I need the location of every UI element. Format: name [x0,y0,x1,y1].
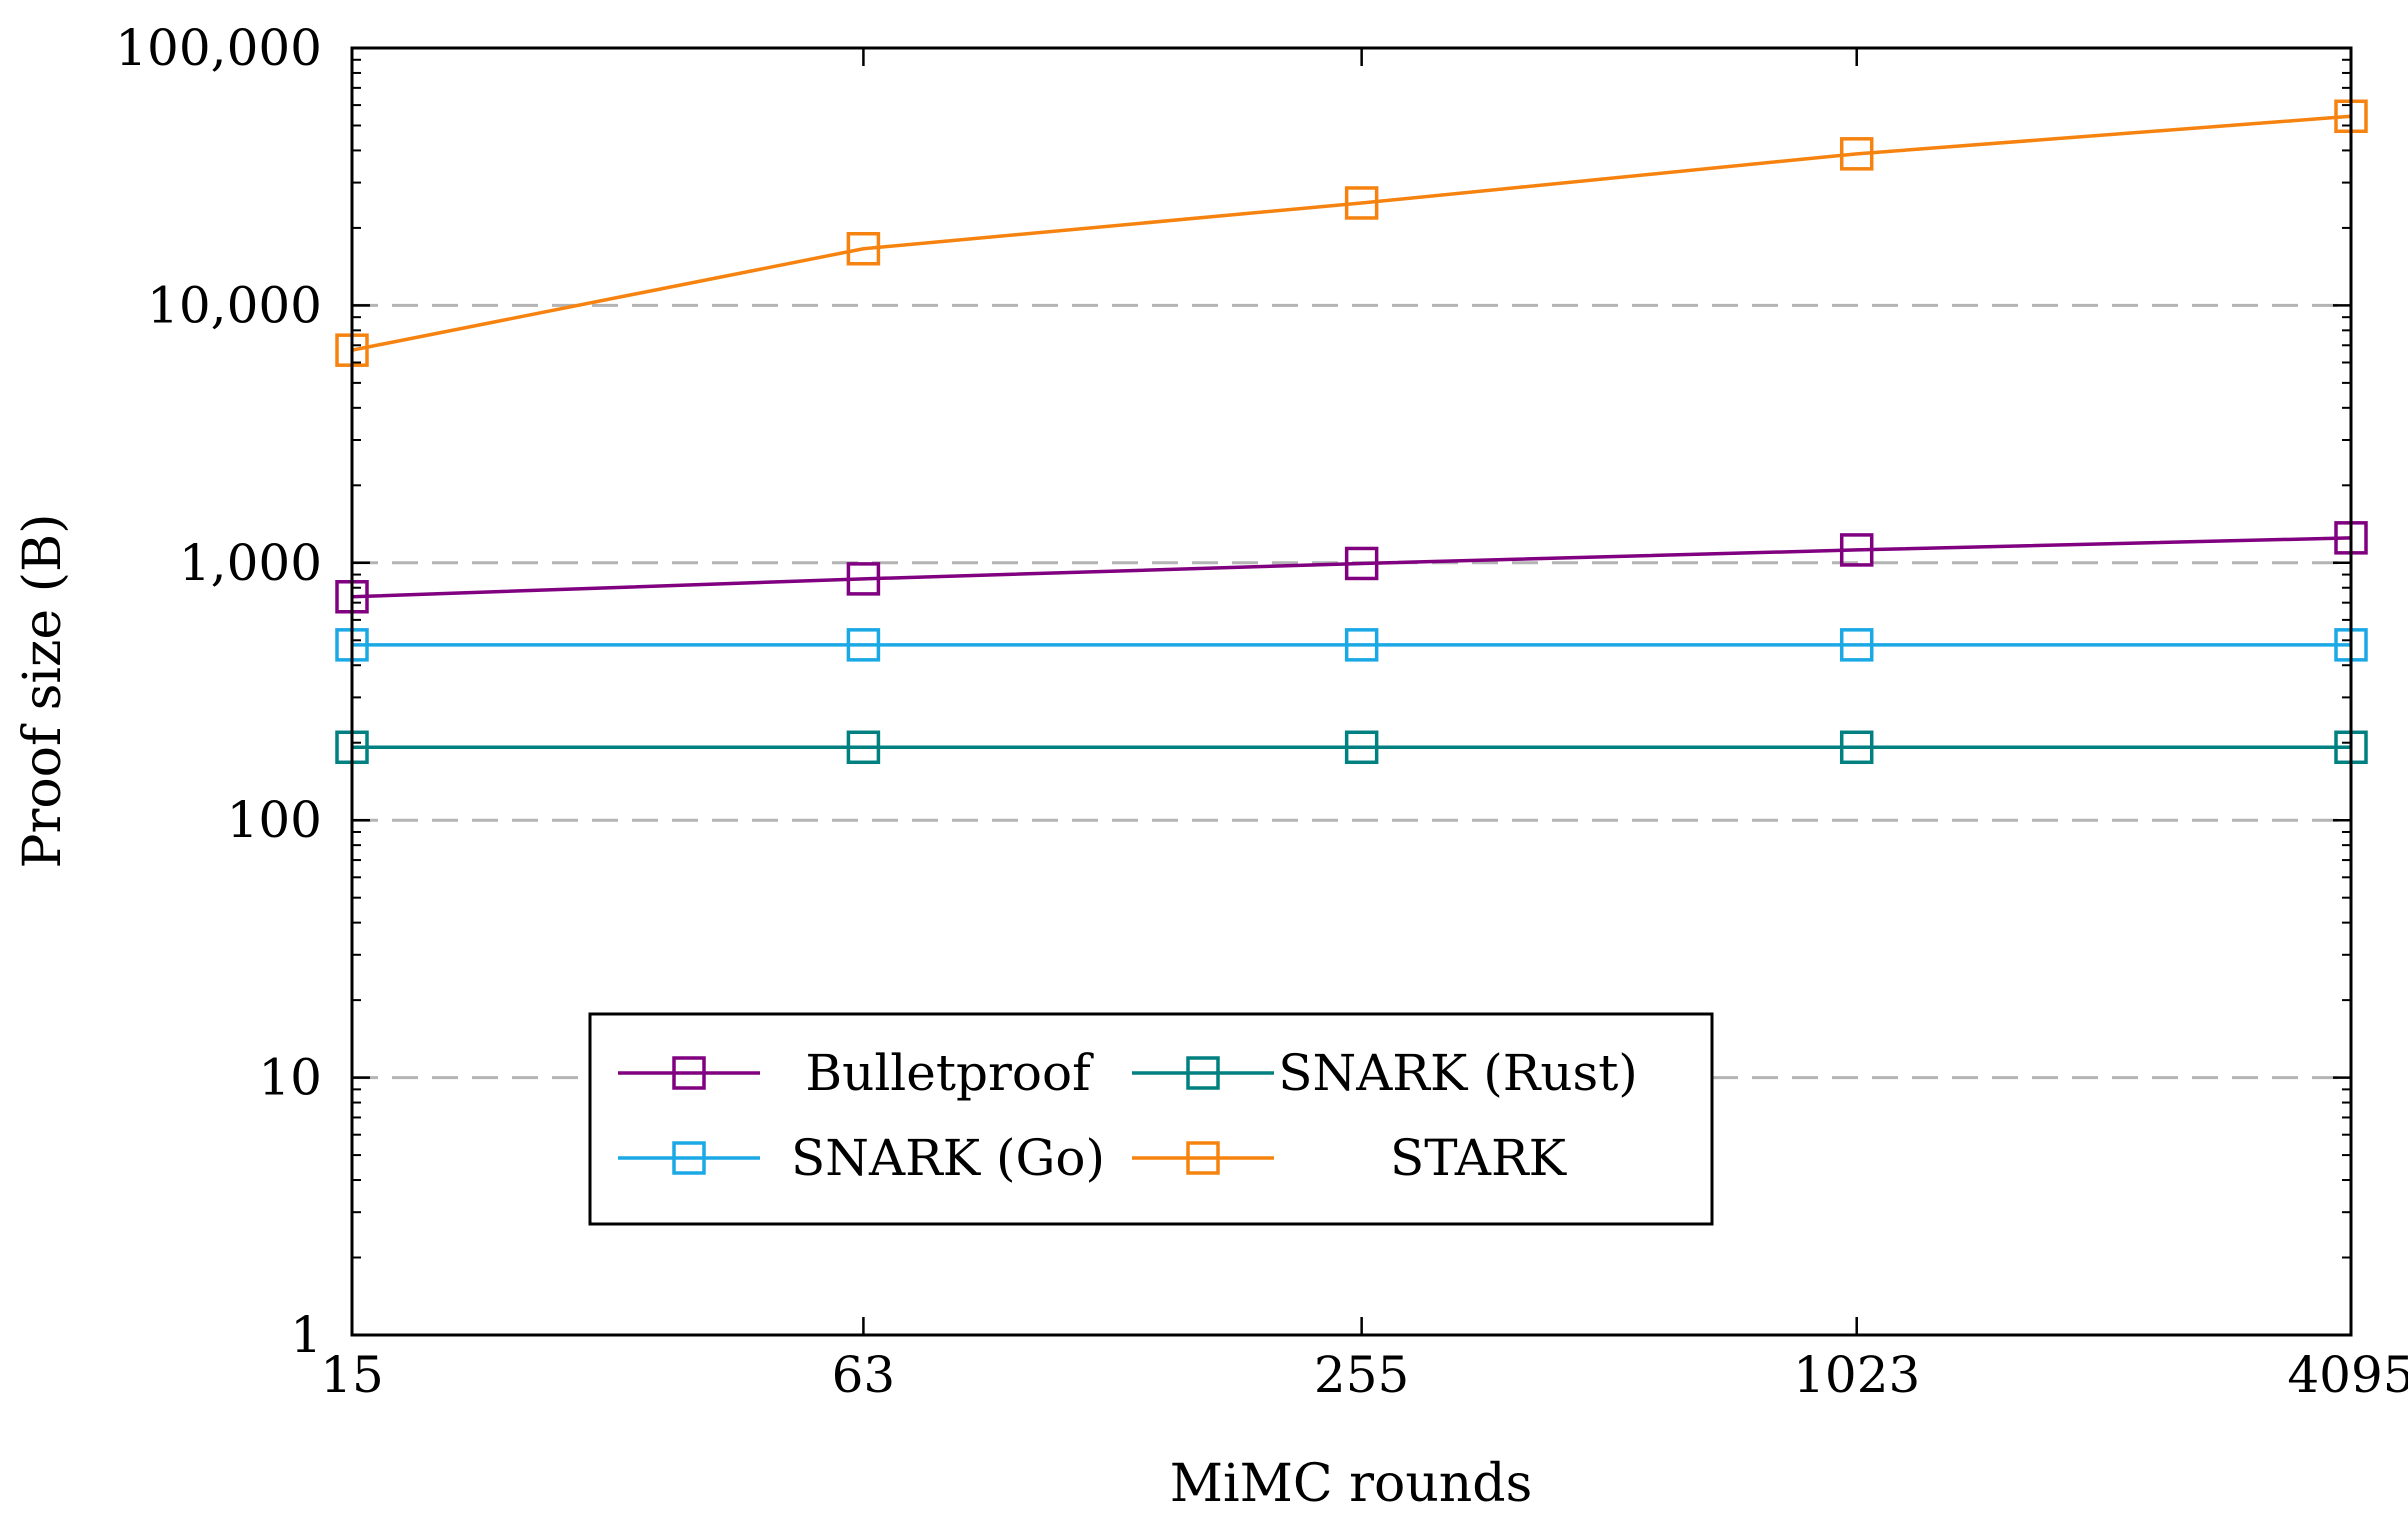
y-tick-label: 1,000 [179,534,322,592]
x-tick-label: 63 [832,1346,896,1404]
data-point-snark-go [1344,628,1379,662]
legend-box [588,1012,1714,1226]
data-point-bulletproof [1344,546,1379,581]
y-tick-label: 10,000 [147,276,322,334]
x-tick-label: 255 [1314,1346,1409,1404]
data-point-snark-rust [846,730,881,765]
y-tick-label: 100 [227,791,322,849]
data-point-snark-go [1839,628,1874,662]
y-axis-label: Proof size (B) [13,513,73,868]
legend-label-snark-go: SNARK (Go) [791,1129,1105,1187]
x-tick-label: 4095 [2287,1346,2408,1404]
series-lines [335,99,2368,765]
legend-swatch-marker-snark-rust [1186,1056,1220,1090]
legend-swatch-marker-bulletproof [672,1056,706,1090]
data-point-bulletproof [846,562,881,596]
x-ticks: 15 63 255 1023 4095 [320,48,2408,1404]
x-tick-label: 1023 [1793,1346,1920,1404]
data-point-bulletproof [1839,533,1874,567]
legend-swatch-marker-snark-go [672,1141,706,1175]
legend-label-stark: STARK [1390,1129,1568,1187]
series-line-bulletproof [351,536,2352,599]
grid-lines [352,303,2351,1080]
legend-swatch-marker-stark [1186,1141,1220,1175]
legend: Bulletproof SNARK (Rust) SNARK (Go) STARK [588,1012,1714,1226]
x-tick-label: 15 [320,1346,384,1404]
data-point-snark-go [846,628,881,662]
data-point-stark [846,231,881,266]
x-axis-label: MiMC rounds [1170,1454,1533,1514]
series-line-stark [351,114,2352,352]
plot-frame [350,46,2353,1337]
data-point-snark-rust [1839,730,1874,765]
y-tick-label: 1 [290,1306,322,1364]
data-point-snark-rust [1344,730,1379,765]
y-ticks: 1 10 100 1,000 10,000 100,000 [115,19,2351,1364]
data-point-stark [1344,186,1379,220]
data-point-stark [1839,137,1874,171]
legend-label-bulletproof: Bulletproof [805,1044,1094,1102]
y-tick-label: 10 [258,1049,322,1107]
y-tick-label: 100,000 [115,19,322,77]
legend-label-snark-rust: SNARK (Rust) [1278,1044,1638,1102]
